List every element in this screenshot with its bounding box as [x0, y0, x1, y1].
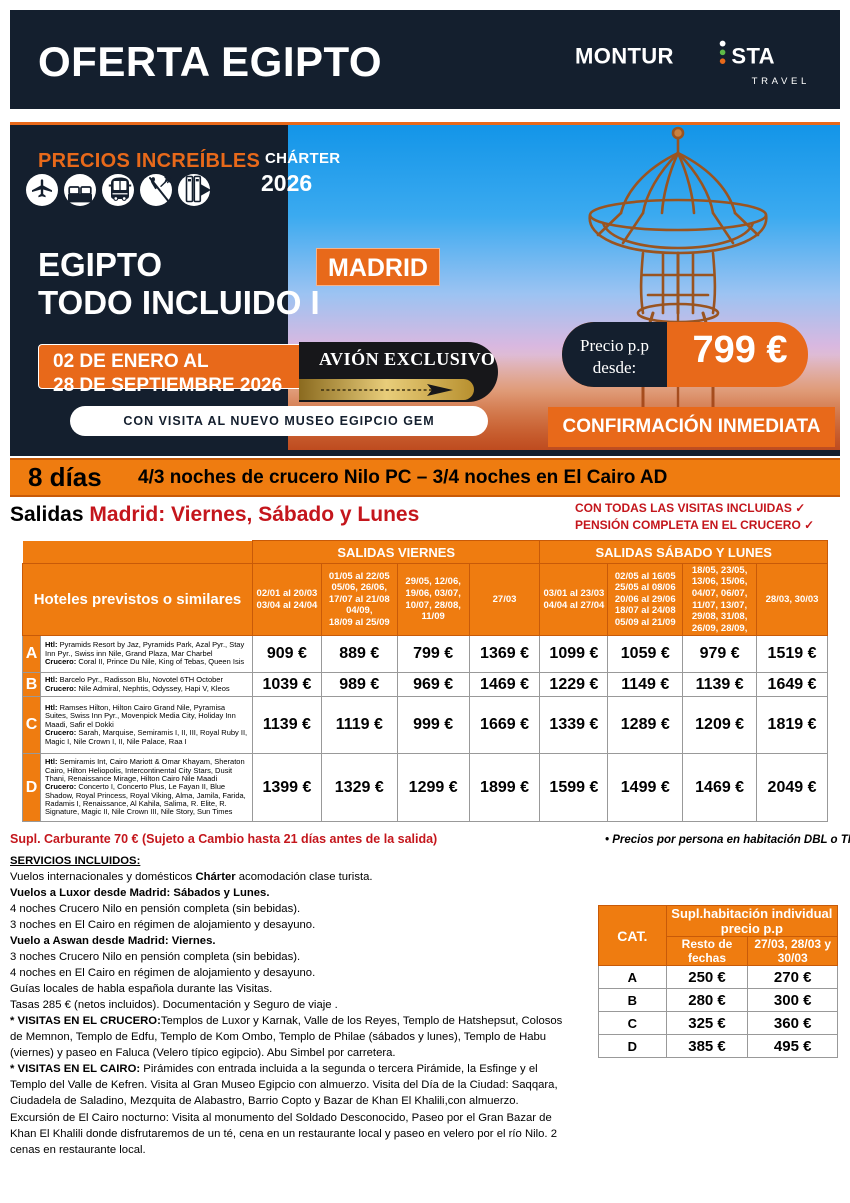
svg-text:MONTUR: MONTUR: [575, 43, 674, 68]
svg-text:STA: STA: [731, 43, 775, 68]
svg-text:TRAVEL: TRAVEL: [752, 76, 810, 87]
